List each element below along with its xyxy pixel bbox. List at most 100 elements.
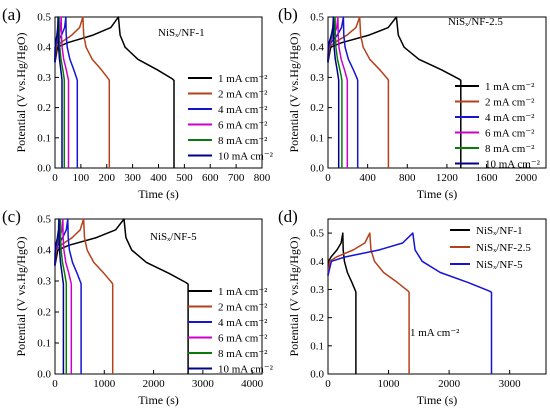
panel-label: (c) [2,207,21,226]
x-tick-label: 0 [52,172,58,184]
panel-label: (a) [2,5,21,24]
legend-entry: 6 mA cm⁻² [218,120,268,132]
legend-entry: 4 mA cm⁻² [485,112,535,124]
series-line [54,16,79,168]
y-tick-label: 0.5 [37,214,51,226]
y-tick-label: 0.3 [310,72,324,84]
x-tick-label: 400 [359,172,376,184]
legend-entry: 1 mA cm⁻² [218,286,268,298]
x-tick-label: 1600 [476,172,499,184]
series-line [327,16,359,168]
y-tick-label: 0.3 [310,284,324,296]
y-tick-label: 0.2 [37,102,51,114]
panel-annotation: NiSₓ/NF-1 [158,27,205,39]
panel-annotation: NiSₓ/NF-5 [150,231,197,243]
legend-entry: 8 mA cm⁻² [218,135,268,147]
legend-entry: NiSₓ/NF-1 [476,225,523,237]
legend-entry: 6 mA cm⁻² [218,333,268,345]
y-tick-label: 0.1 [37,338,51,350]
legend-entry: 1 mA cm⁻² [485,81,535,93]
x-tick-label: 0 [52,378,58,390]
y-tick-label: 0.0 [310,163,324,175]
x-tick-label: 2000 [515,172,538,184]
legend-entry: 2 mA cm⁻² [218,89,268,101]
panel-annotation: 1 mA cm⁻² [410,327,460,339]
series-line [54,16,111,168]
x-tick-label: 1200 [436,172,459,184]
y-tick-label: 0.5 [310,228,324,240]
y-tick-label: 0.4 [310,256,324,268]
y-axis-label: Potential (V vs.Hg/HgO) [14,236,28,356]
legend-entry: 1 mA cm⁻² [218,73,268,85]
y-tick-label: 0.1 [310,132,324,144]
legend-entry: 8 mA cm⁻² [485,143,535,155]
x-tick-label: 0 [325,378,331,390]
plot-frame [327,218,547,375]
y-axis-label: Potential (V vs.Hg/HgO) [287,32,301,152]
x-tick-label: 800 [399,172,416,184]
x-axis-label: Time (s) [138,393,179,407]
panel-label: (b) [278,5,298,24]
x-tick-label: 500 [176,172,193,184]
panel-annotation: NiSₓ/NF-2.5 [448,16,503,28]
y-tick-label: 0.4 [37,42,51,54]
x-tick-label: 0 [325,172,331,184]
x-tick-label: 4000 [241,378,264,390]
legend-entry: 10 mA cm⁻² [485,159,541,171]
x-tick-label: 800 [254,172,271,184]
y-tick-label: 0.0 [310,369,324,381]
y-tick-label: 0.2 [310,102,324,114]
series-line [327,232,357,374]
x-tick-label: 3000 [192,378,215,390]
x-axis-label: Time (s) [138,187,179,201]
x-tick-label: 2000 [438,378,461,390]
series-line [54,218,82,374]
legend-entry: 10 mA cm⁻² [218,151,274,163]
series-line [327,16,462,168]
y-tick-label: 0.1 [37,132,51,144]
x-axis-label: Time (s) [417,187,458,201]
x-tick-label: 300 [124,172,141,184]
x-tick-label: 100 [73,172,90,184]
panel-label: (d) [278,207,298,226]
series-line [54,218,65,374]
y-tick-label: 0.5 [37,12,51,24]
y-tick-label: 0.0 [37,163,51,175]
legend-entry: 6 mA cm⁻² [485,128,535,140]
x-tick-label: 1000 [93,378,116,390]
legend-entry: 2 mA cm⁻² [218,302,268,314]
legend-entry: 4 mA cm⁻² [218,317,268,329]
x-axis-label: Time (s) [417,393,458,407]
y-tick-label: 0.2 [310,312,324,324]
x-tick-label: 200 [99,172,116,184]
x-tick-label: 3000 [499,378,522,390]
y-axis-label: Potential (V vs.Hg/HgO) [14,32,28,152]
x-tick-label: 2000 [143,378,166,390]
y-tick-label: 0.5 [310,12,324,24]
x-tick-label: 600 [202,172,219,184]
x-tick-label: 400 [150,172,167,184]
legend-entry: NiSₓ/NF-2.5 [476,242,531,254]
legend-entry: 10 mA cm⁻² [218,364,274,376]
series-line [327,16,340,168]
plot-frame [327,16,547,169]
y-tick-label: 0.1 [310,340,324,352]
y-tick-label: 0.3 [37,72,51,84]
y-axis-label: Potential (V vs.Hg/HgO) [287,236,301,356]
series-line [327,232,410,374]
y-tick-label: 0.0 [37,369,51,381]
y-tick-label: 0.4 [37,245,51,257]
series-line [54,16,175,168]
series-line [54,16,63,168]
x-tick-label: 700 [228,172,245,184]
x-tick-label: 1000 [378,378,401,390]
legend-entry: 2 mA cm⁻² [485,97,535,109]
y-tick-label: 0.2 [37,307,51,319]
legend-entry: NiSₓ/NF-5 [476,259,523,271]
plot-frame [54,218,263,375]
y-tick-label: 0.3 [37,276,51,288]
y-tick-label: 0.4 [310,42,324,54]
legend-entry: 8 mA cm⁻² [218,348,268,360]
legend-entry: 4 mA cm⁻² [218,104,268,116]
